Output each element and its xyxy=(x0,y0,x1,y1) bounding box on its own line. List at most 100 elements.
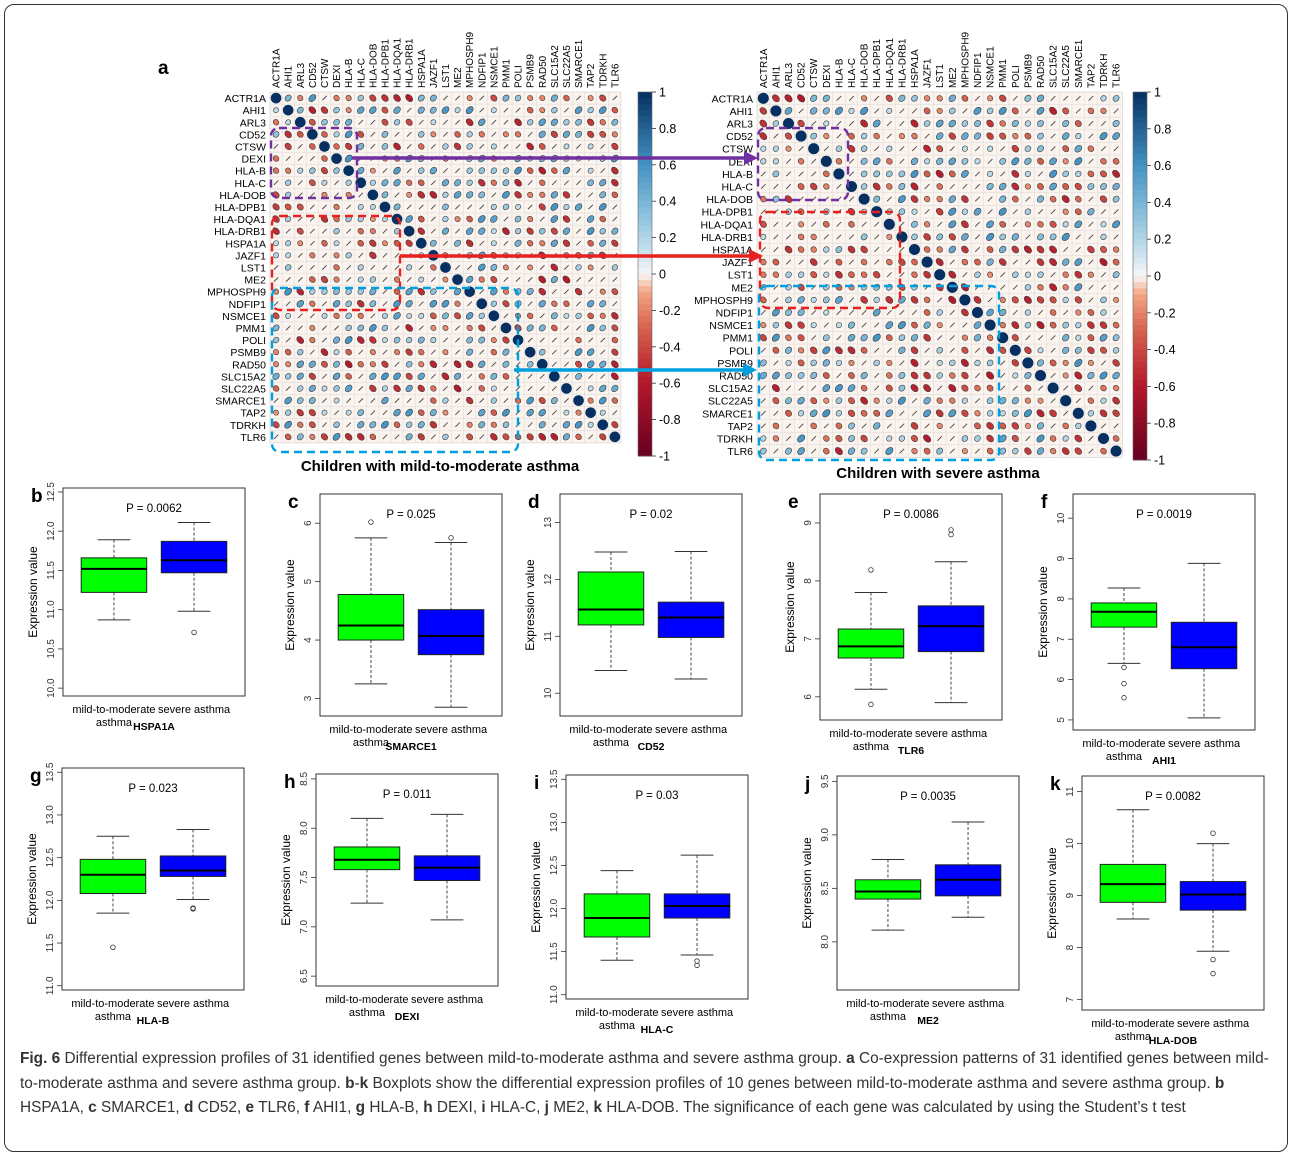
corr-point xyxy=(576,192,582,198)
corr-point xyxy=(599,227,606,235)
y-tick-label: 10 xyxy=(1056,512,1067,524)
corr-point xyxy=(321,252,327,258)
corr-point xyxy=(393,312,401,320)
corr-point xyxy=(321,312,328,319)
corr-point xyxy=(345,118,353,126)
corr-point xyxy=(273,180,279,186)
corr-point xyxy=(478,118,486,126)
corr-point xyxy=(562,130,571,138)
corr-point xyxy=(297,252,303,258)
corr-point xyxy=(526,167,534,174)
corr-point xyxy=(321,264,327,270)
corr-point xyxy=(418,276,425,283)
corr-point xyxy=(551,106,558,114)
corr-point xyxy=(599,300,607,308)
corr-point xyxy=(358,119,364,125)
corr-point xyxy=(381,130,389,138)
corr-point xyxy=(418,301,424,307)
corr-point xyxy=(321,240,328,247)
corr-point xyxy=(357,130,365,138)
panel-letter: d xyxy=(528,492,540,513)
corr-point xyxy=(320,275,329,284)
corr-point xyxy=(273,143,279,149)
panel-letter: i xyxy=(534,773,539,794)
corr-point xyxy=(586,300,595,308)
x-tick-label: severe asthma xyxy=(158,704,231,716)
p-value: P = 0.0086 xyxy=(883,509,939,521)
corr-point xyxy=(538,227,546,235)
corr-point xyxy=(576,301,582,307)
y-tick-label: 4 xyxy=(303,637,314,643)
corr-point xyxy=(403,225,415,237)
corr-point xyxy=(284,130,292,139)
gene-name: HLA-C xyxy=(641,1024,674,1036)
corr-point xyxy=(285,301,291,307)
corr-point xyxy=(333,143,340,150)
y-tick-label: 8 xyxy=(1065,944,1076,950)
y-axis-label: Expression value xyxy=(283,559,297,651)
boxplot-SMARCE1: c 3 4 5 6 Expression value P = 0.025 mild-to-mo… xyxy=(283,492,503,753)
corr-point xyxy=(611,106,619,114)
corr-point xyxy=(478,131,485,138)
y-tick-label: 10.0 xyxy=(46,678,57,698)
corr-point xyxy=(478,227,486,235)
y-tick-label: 11 xyxy=(543,631,554,642)
corr-point xyxy=(346,277,352,283)
x-tick-label: mild-to-moderate xyxy=(846,998,929,1010)
corr-point xyxy=(465,275,474,284)
corr-point xyxy=(502,131,509,138)
y-tick-label: 8.5 xyxy=(820,881,831,895)
corr-point xyxy=(576,143,582,149)
box xyxy=(417,609,485,656)
corr-point xyxy=(418,312,425,319)
corr-point xyxy=(430,131,437,138)
corr-point xyxy=(587,130,595,138)
corr-point xyxy=(576,95,582,101)
corr-point xyxy=(321,228,327,234)
corr-point xyxy=(297,167,304,174)
corr-point xyxy=(575,264,582,271)
corr-point xyxy=(357,203,364,210)
gene-name: HLA-DOB xyxy=(1149,1035,1198,1045)
corr-point xyxy=(576,240,582,246)
corr-point xyxy=(406,168,412,174)
corr-point xyxy=(357,312,364,319)
corr-point xyxy=(272,203,280,211)
corr-point xyxy=(406,204,412,210)
corr-point xyxy=(442,203,449,211)
corr-point xyxy=(503,143,509,149)
corr-point xyxy=(574,106,583,114)
corr-point xyxy=(406,312,413,319)
corr-point xyxy=(406,179,413,186)
y-tick-label: 12 xyxy=(543,573,554,585)
corr-point xyxy=(369,204,376,210)
panel-letter: e xyxy=(788,492,799,513)
corr-point xyxy=(370,119,376,125)
corr-point xyxy=(440,262,451,273)
corr-point xyxy=(538,203,546,211)
corr-point xyxy=(527,204,533,210)
corr-point xyxy=(574,287,583,296)
corr-point xyxy=(309,143,316,150)
corr-point xyxy=(296,106,304,114)
corr-point xyxy=(272,131,280,138)
corr-point xyxy=(297,192,303,198)
corr-point xyxy=(393,119,401,126)
corr-point xyxy=(309,240,315,246)
figure-caption: Fig. 6 Differential expression profiles … xyxy=(20,1047,1275,1121)
x-tick-label: asthma xyxy=(349,1007,386,1019)
corr-point xyxy=(503,240,509,246)
corr-point xyxy=(563,107,569,113)
corr-point xyxy=(550,203,559,211)
corr-point xyxy=(587,95,594,101)
caption-item-gene: CD52, xyxy=(193,1099,246,1116)
corr-point xyxy=(441,179,450,187)
corr-point xyxy=(272,227,280,235)
box xyxy=(160,540,228,574)
corr-point xyxy=(453,191,462,199)
corr-point xyxy=(297,264,303,270)
caption-item-letter: h xyxy=(423,1099,433,1116)
boxplot-HLA-C: i 11.0 11.5 12.0 12.5 13.0 13.5 Expression valu… xyxy=(529,769,749,1036)
corr-point xyxy=(406,107,412,113)
corr-point xyxy=(309,276,316,283)
